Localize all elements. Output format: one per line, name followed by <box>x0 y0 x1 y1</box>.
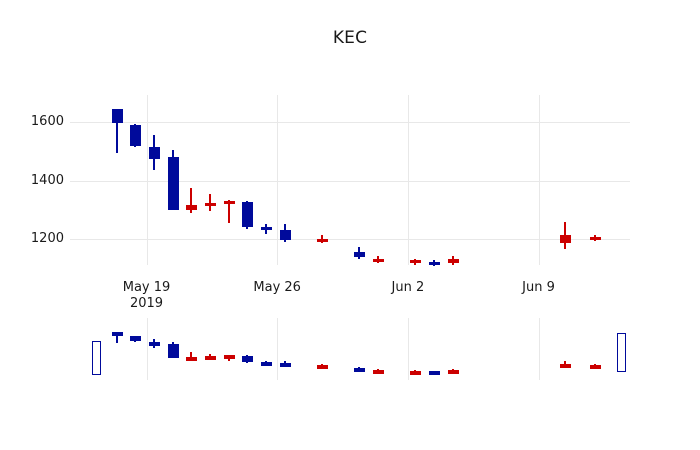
candle-body <box>428 261 440 265</box>
gridline-vertical <box>277 95 278 265</box>
gridline-vertical <box>408 95 409 265</box>
candle-body <box>129 124 141 146</box>
candle-body <box>589 236 601 240</box>
candle-body <box>279 229 291 240</box>
gridline-vertical <box>147 95 148 265</box>
candle-body <box>223 200 235 204</box>
price-panel <box>70 95 630 266</box>
candle-body <box>447 370 459 375</box>
candle-body <box>372 370 384 375</box>
candle-wick <box>321 235 323 243</box>
candle-wick <box>116 332 118 344</box>
candle-body <box>260 362 272 367</box>
candle-body <box>204 356 216 361</box>
gridline-horizontal <box>70 239 630 240</box>
gridline-vertical <box>277 318 278 380</box>
candle-body <box>185 356 197 361</box>
hollow-candle-marker <box>617 333 626 372</box>
candle-body <box>148 341 160 346</box>
candle-body <box>185 205 197 210</box>
candle-body <box>428 370 440 375</box>
candle-body <box>353 252 365 258</box>
candle-body <box>372 258 384 262</box>
candle-body <box>111 108 123 124</box>
gridline-vertical <box>147 318 148 380</box>
candle-body <box>223 355 235 360</box>
candle-body <box>241 355 253 363</box>
gridline-vertical <box>539 95 540 265</box>
candle-body <box>129 336 141 342</box>
candle-wick <box>209 193 211 212</box>
candle-body <box>167 157 179 210</box>
candle-body <box>559 234 571 244</box>
candle-body <box>353 368 365 373</box>
candle-body <box>409 370 421 375</box>
candle-wick <box>116 108 118 153</box>
candle-body <box>279 362 291 367</box>
candle-body <box>447 259 459 263</box>
candle-body <box>241 201 253 228</box>
candle-body <box>316 365 328 370</box>
candle-wick <box>190 187 192 214</box>
gridline-vertical <box>539 318 540 380</box>
candle-body <box>409 260 421 264</box>
candle-body <box>316 239 328 242</box>
candle-body <box>111 332 123 336</box>
x-axis-tick-label: May 26 <box>253 280 301 295</box>
gridline-horizontal <box>70 122 630 123</box>
y-axis-tick-label: 1400 <box>30 172 64 188</box>
candle-body <box>260 227 272 231</box>
y-axis-tick-label: 1600 <box>30 114 64 129</box>
x-axis-tick-label: Jun 9 <box>522 280 555 295</box>
candle-body <box>167 344 179 358</box>
gridline-horizontal <box>70 180 630 182</box>
candle-wick <box>190 352 192 359</box>
candle-body <box>204 203 216 207</box>
chart-title: KEC <box>332 28 368 48</box>
hollow-candle-marker <box>92 340 101 375</box>
candle-body <box>589 364 601 369</box>
candle-body <box>148 146 160 160</box>
gridline-vertical <box>408 318 409 380</box>
candle-body <box>559 364 571 369</box>
x-axis-tick-label: Jun 2 <box>391 280 425 295</box>
lower-panel <box>70 318 630 380</box>
y-axis-tick-label: 1200 <box>30 231 64 246</box>
candle-wick <box>209 353 211 359</box>
x-axis-tick-label: May 19 2019 <box>122 280 171 311</box>
candle-wick <box>228 200 230 223</box>
